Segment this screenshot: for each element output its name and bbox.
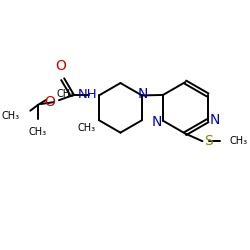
- Text: CH₃: CH₃: [29, 127, 47, 137]
- Text: S: S: [204, 134, 213, 148]
- Text: N: N: [138, 88, 148, 102]
- Text: N: N: [210, 113, 220, 127]
- Text: N: N: [152, 115, 162, 129]
- Text: NH: NH: [78, 88, 97, 101]
- Text: CH₃: CH₃: [77, 123, 95, 133]
- Text: CH₃: CH₃: [56, 88, 74, 99]
- Text: O: O: [56, 58, 66, 72]
- Text: CH₃: CH₃: [229, 136, 247, 146]
- Text: CH₃: CH₃: [2, 112, 20, 122]
- Text: O: O: [44, 95, 55, 109]
